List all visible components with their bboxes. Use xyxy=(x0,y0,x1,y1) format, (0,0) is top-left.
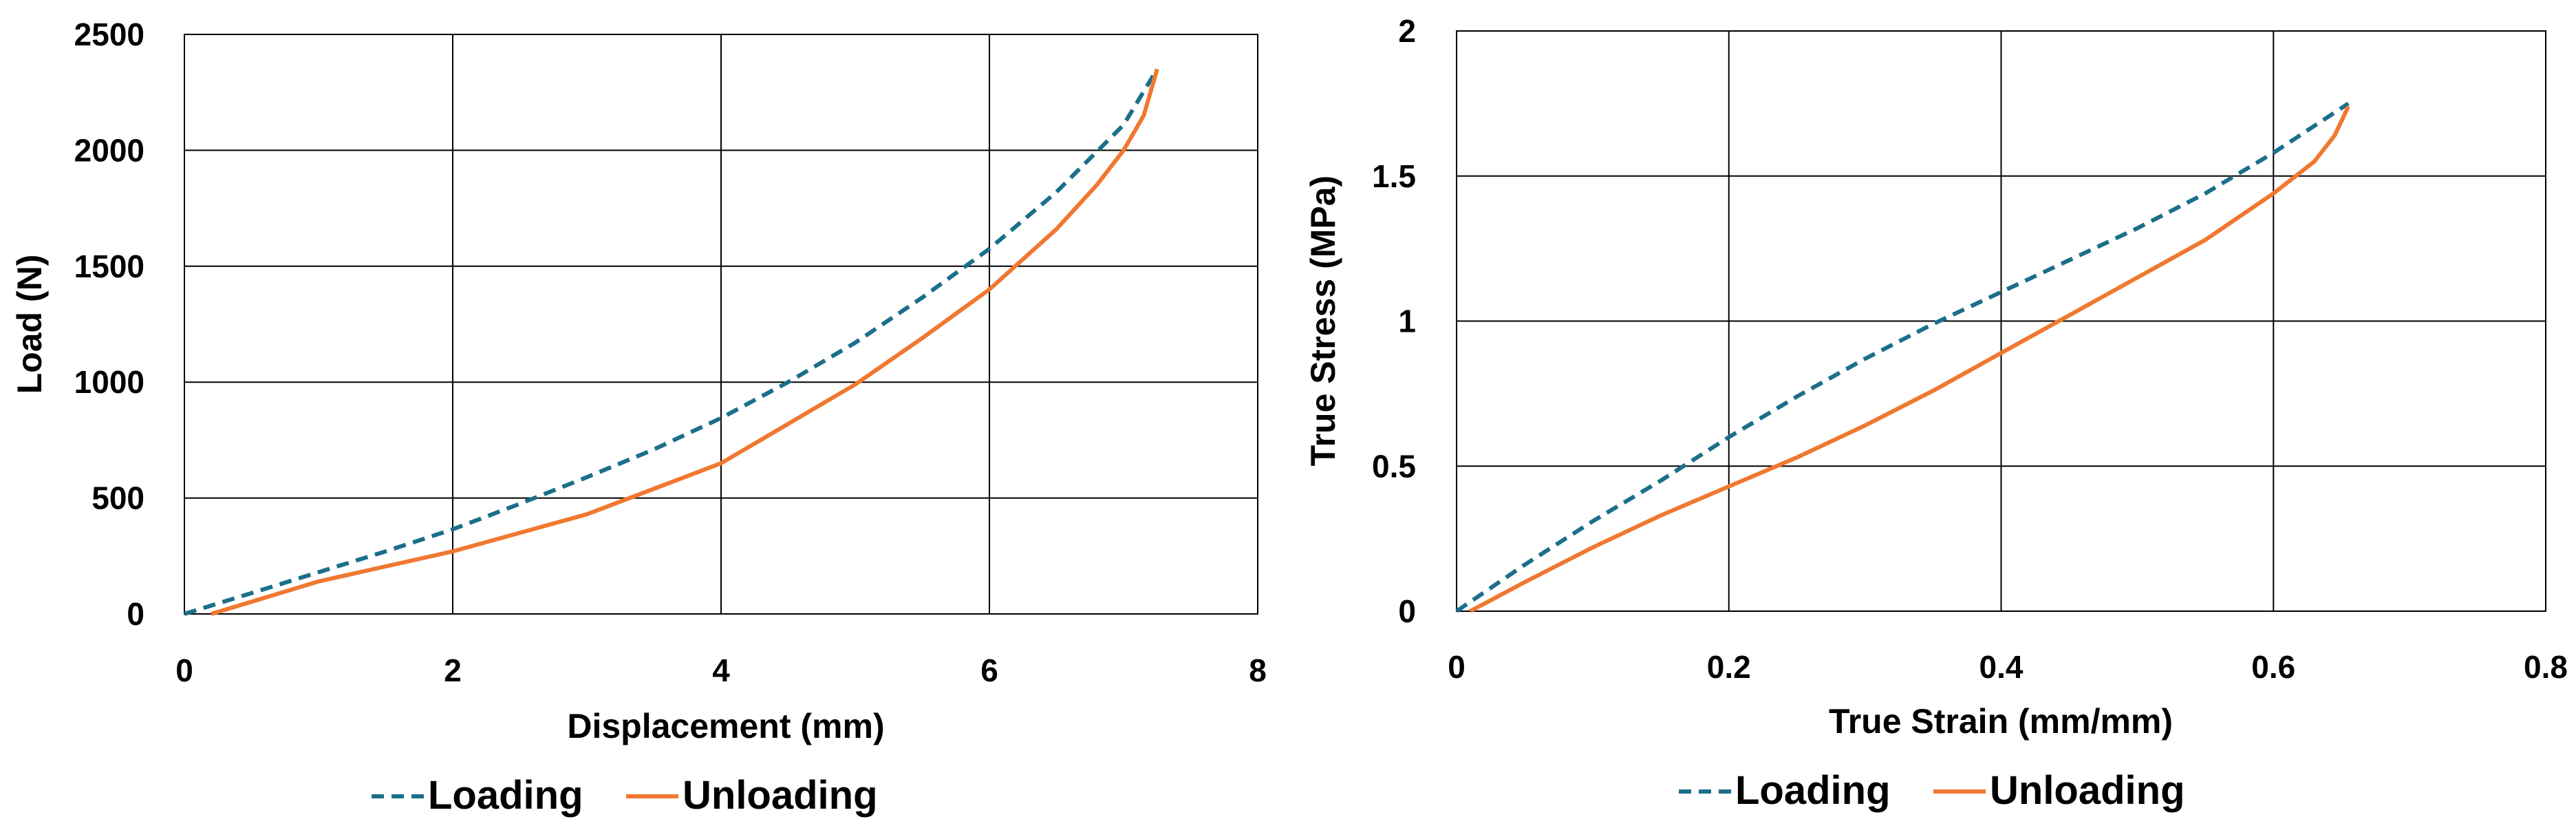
series-line-unloading xyxy=(211,68,1159,616)
chart-load-displacement: 0 2 4 6 8 0 500 1000 1500 2000 2500 Displacement (m… xyxy=(10,17,1267,818)
y-tick-label: 0 xyxy=(127,596,144,632)
y-tick-label: 0.5 xyxy=(1372,448,1416,484)
y-tick-label: 1 xyxy=(1398,304,1416,339)
y-tick-label: 0 xyxy=(1398,593,1416,629)
x-axis-title: True Strain (mm/mm) xyxy=(1829,702,2173,741)
series-line-loading xyxy=(1455,101,2350,613)
y-tick-label: 2 xyxy=(1398,13,1416,49)
x-axis-title: Displacement (mm) xyxy=(567,707,884,745)
y-tick-label: 2000 xyxy=(74,132,144,168)
chart-true-stress-strain: 0 0.2 0.4 0.6 0.8 0 0.5 1 1.5 2 True Strain (mm/mm… xyxy=(1304,13,2568,813)
y-tick-label: 1500 xyxy=(74,248,144,284)
x-tick-label: 0.6 xyxy=(2251,649,2295,685)
plot-frame xyxy=(184,34,1258,615)
y-tick-label: 500 xyxy=(92,480,144,516)
y-tick-label: 1.5 xyxy=(1372,158,1416,194)
x-tick-label: 2 xyxy=(444,652,462,688)
y-tick-label: 1000 xyxy=(74,364,144,400)
x-tick-label: 0 xyxy=(1448,649,1466,685)
legend-label-loading: Loading xyxy=(428,773,583,818)
y-tick-label: 2500 xyxy=(74,17,144,52)
x-tick-label: 0.4 xyxy=(1979,649,2024,685)
plot-frame xyxy=(1456,30,2546,612)
x-tick-label: 0 xyxy=(175,652,193,688)
x-tick-label: 8 xyxy=(1249,652,1267,688)
x-tick-label: 0.2 xyxy=(1707,649,1751,685)
series-line-unloading xyxy=(1469,105,2350,613)
legend-label-unloading: Unloading xyxy=(683,773,878,818)
y-axis-title: True Stress (MPa) xyxy=(1304,176,1342,466)
legend-label-unloading: Unloading xyxy=(1990,768,2185,813)
x-tick-label: 6 xyxy=(980,652,998,688)
y-axis-title: Load (N) xyxy=(10,255,49,394)
x-tick-label: 4 xyxy=(712,652,730,688)
x-tick-label: 0.8 xyxy=(2524,649,2568,685)
legend-label-loading: Loading xyxy=(1735,768,1891,813)
